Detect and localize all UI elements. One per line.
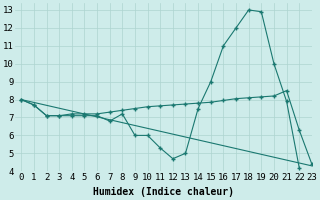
X-axis label: Humidex (Indice chaleur): Humidex (Indice chaleur) bbox=[93, 187, 234, 197]
